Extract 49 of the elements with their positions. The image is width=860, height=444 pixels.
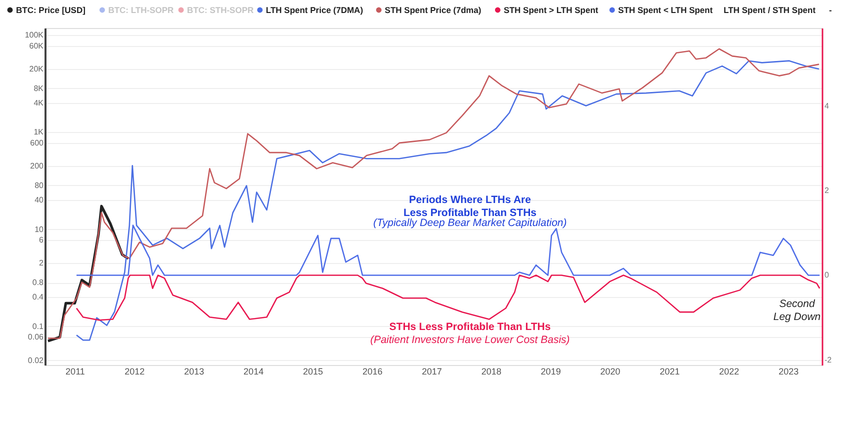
y-tick-label: 0.4 [32, 292, 44, 302]
annotation: Periods Where LTHs Are Less Profitable Than STHs [403, 194, 537, 219]
x-tick-label: 2022 [719, 366, 740, 376]
y-tick-label: 8K [34, 84, 44, 93]
y2-tick-label: 4 [824, 101, 830, 110]
legend-label: LTH Spent Price (7DMA) [266, 5, 364, 15]
annotation: STHs Less Profitable Than LTHs [389, 321, 551, 333]
x-tick-label: 2014 [244, 366, 264, 376]
y-tick-label: 2 [39, 258, 44, 268]
y-tick-label: 10 [34, 224, 44, 234]
legend-label: BTC: STH-SOPR [187, 5, 254, 15]
y-tick-label: 0.8 [32, 278, 44, 288]
annotation: (Typically Deep Bear Market Capitulation) [373, 217, 567, 229]
legend-label: STH Spent > LTH Spent [504, 5, 598, 15]
legend-label: STH Spent Price (7dma) [384, 5, 482, 15]
legend-label: STH Spent < LTH Spent [618, 5, 713, 15]
legend-label: BTC: Price [USD] [16, 5, 86, 15]
x-tick-label: 2012 [124, 366, 145, 376]
x-tick-label: 2020 [600, 366, 620, 376]
text: LTH Spent / STH Spent [724, 5, 816, 15]
x-tick-label: 2017 [422, 366, 442, 376]
legend-label: BTC: LTH-SOPR [108, 5, 174, 15]
y-tick-label: 0.06 [28, 332, 44, 342]
annotation: (Paitient Investors Have Lower Cost Basis) [370, 334, 570, 346]
x-tick-label: 2016 [362, 366, 382, 376]
y-tick-label: 1K [34, 128, 44, 137]
y-tick-label: 60K [29, 41, 44, 50]
y-tick-label: 80 [34, 180, 44, 190]
y2-tick-label: 2 [824, 186, 830, 196]
text: - [829, 5, 832, 15]
x-tick-label: 2019 [540, 366, 561, 376]
x-tick-label: 2013 [184, 366, 204, 376]
y-tick-label: 4K [34, 98, 44, 108]
x-tick-label: 2023 [778, 366, 799, 376]
y-tick-label: 6 [39, 236, 44, 245]
y-tick-label: 200 [30, 162, 44, 171]
annotation: Second Leg Down [773, 298, 821, 323]
x-tick-label: 2021 [660, 366, 680, 376]
y2-tick-label: -2 [824, 355, 832, 364]
y2-tick-label: 0 [824, 270, 830, 280]
x-tick-label: 2015 [303, 366, 324, 376]
y-tick-label: 600 [30, 138, 44, 148]
y-tick-label: 0.1 [32, 322, 44, 331]
x-tick-label: 2018 [481, 366, 502, 376]
y-tick-label: 0.02 [28, 356, 44, 365]
y-tick-label: 40 [34, 196, 44, 205]
y-tick-label: 100K [24, 30, 44, 40]
y-tick-label: 20K [29, 64, 44, 74]
x-tick-label: 2011 [66, 366, 85, 376]
